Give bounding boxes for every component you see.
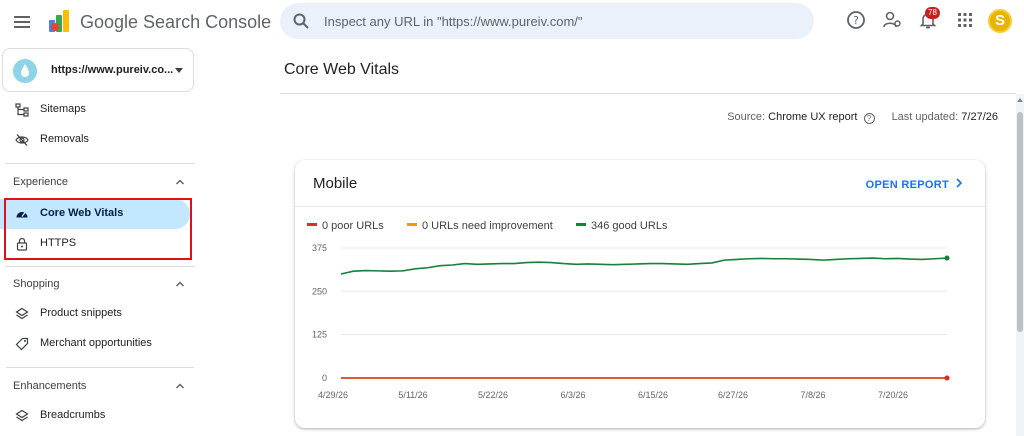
chevron-up-icon xyxy=(175,383,185,389)
x-tick-label: 5/11/26 xyxy=(398,390,427,400)
legend-label: 346 good URLs xyxy=(591,220,668,232)
x-tick-label: 6/3/26 xyxy=(560,390,585,400)
notification-count-badge: 78 xyxy=(925,7,940,19)
scrollbar-thumb[interactable] xyxy=(1017,112,1023,332)
property-favicon-icon xyxy=(13,59,37,83)
title-divider xyxy=(280,93,1016,94)
sidebar-item-label: Breadcrumbs xyxy=(40,409,106,421)
y-tick-label: 250 xyxy=(312,286,327,296)
source-info: Source: Chrome UX report ? Last updated:… xyxy=(727,111,998,124)
legend-label: 0 URLs need improvement xyxy=(422,220,553,232)
updated-label: Last updated: xyxy=(891,111,959,123)
page-title: Core Web Vitals xyxy=(284,61,400,78)
sidebar-divider xyxy=(6,266,194,267)
app-name: Google Search Console xyxy=(80,12,272,32)
updated-value: 7/27/26 xyxy=(961,111,998,123)
poor-swatch xyxy=(307,223,317,226)
chevron-up-icon xyxy=(175,179,185,185)
sidebar-divider xyxy=(6,367,194,368)
y-tick-label: 125 xyxy=(312,330,327,340)
visibility-off-icon xyxy=(15,134,29,146)
layers-icon xyxy=(15,409,29,422)
manage-users-icon[interactable] xyxy=(882,10,902,30)
sidebar-item-removals[interactable]: Removals xyxy=(0,125,190,155)
core-web-vitals-chart: 0 125 250 375 4/29/26 5/11/26 5/22/26 6/3/26 6/1… xyxy=(312,243,950,400)
x-tick-label: 6/27/26 xyxy=(718,390,748,400)
tag-icon xyxy=(15,337,29,351)
chevron-up-icon xyxy=(175,281,185,287)
sidebar-divider xyxy=(6,163,194,164)
good-swatch xyxy=(576,223,586,226)
help-circle-icon[interactable]: ? xyxy=(863,113,875,124)
url-inspect-input[interactable] xyxy=(324,3,794,39)
source-value: Chrome UX report xyxy=(768,111,858,123)
section-title: Experience xyxy=(13,176,69,188)
search-icon[interactable] xyxy=(292,12,310,30)
top-bar: Google Search Console ? 78 S xyxy=(0,0,1024,44)
mobile-report-card: Mobile OPEN REPORT 0 poor URLs 0 URLs ne… xyxy=(295,160,985,428)
property-label: https://www.pureiv.co... xyxy=(51,64,174,76)
main-content: Core Web Vitals Source: Chrome UX report… xyxy=(280,44,1016,436)
sidebar-item-label: Core Web Vitals xyxy=(40,207,124,219)
sidebar-item-merchant-opportunities[interactable]: Merchant opportunities xyxy=(0,329,190,359)
series-endpoint-poor xyxy=(944,375,950,381)
legend-needs-improvement[interactable]: 0 URLs need improvement xyxy=(407,220,553,234)
legend-label: 0 poor URLs xyxy=(322,220,384,232)
sidebar-item-label: Product snippets xyxy=(40,307,122,319)
sidebar-item-sitemaps[interactable]: Sitemaps xyxy=(0,95,190,125)
sidebar-item-product-snippets[interactable]: Product snippets xyxy=(0,299,190,329)
open-report-link[interactable]: OPEN REPORT xyxy=(866,178,963,191)
section-title: Enhancements xyxy=(13,380,87,392)
speed-gauge-icon xyxy=(16,212,28,218)
x-tick-label: 7/20/26 xyxy=(878,390,908,400)
section-experience-header[interactable]: Experience xyxy=(0,170,196,194)
x-tick-label: 6/15/26 xyxy=(638,390,668,400)
sitemap-icon xyxy=(15,103,29,117)
sidebar-item-label: HTTPS xyxy=(40,237,77,249)
series-endpoint-good xyxy=(944,255,950,261)
source-label: Source: xyxy=(727,111,766,123)
needs-improvement-swatch xyxy=(407,223,417,226)
section-shopping-header[interactable]: Shopping xyxy=(0,272,196,296)
search-console-logo-icon xyxy=(49,10,69,32)
section-title: Shopping xyxy=(13,278,60,290)
url-inspect-search[interactable] xyxy=(280,3,814,39)
sidebar-item-label: Merchant opportunities xyxy=(40,337,152,349)
chevron-right-icon xyxy=(956,178,963,188)
svg-text:?: ? xyxy=(853,14,859,27)
highlight-annotation-box xyxy=(4,198,192,260)
y-tick-label: 375 xyxy=(312,243,327,253)
hamburger-menu-icon[interactable] xyxy=(12,12,32,32)
sidebar-item-label: Sitemaps xyxy=(40,103,86,115)
property-selector[interactable]: https://www.pureiv.co... xyxy=(2,48,194,92)
lock-icon xyxy=(16,237,28,251)
x-tick-label: 4/29/26 xyxy=(318,390,348,400)
section-enhancements-header[interactable]: Enhancements xyxy=(0,374,196,398)
account-avatar[interactable]: S xyxy=(988,9,1012,33)
legend-poor[interactable]: 0 poor URLs xyxy=(307,220,384,234)
layers-icon xyxy=(15,307,29,320)
series-line-good xyxy=(340,257,948,275)
legend-good[interactable]: 346 good URLs xyxy=(576,220,667,234)
sidebar-item-label: Removals xyxy=(40,133,89,145)
sidebar-item-breadcrumbs[interactable]: Breadcrumbs xyxy=(0,401,190,431)
dropdown-caret-icon xyxy=(175,68,183,73)
open-report-label: OPEN REPORT xyxy=(865,179,949,191)
sidebar: https://www.pureiv.co... Sitemaps Remova… xyxy=(0,44,200,436)
card-title: Mobile xyxy=(313,175,358,192)
sidebar-item-https[interactable]: HTTPS xyxy=(0,229,190,259)
card-divider xyxy=(295,206,985,207)
x-tick-label: 7/8/26 xyxy=(800,390,825,400)
y-tick-label: 0 xyxy=(322,373,327,383)
help-icon[interactable]: ? xyxy=(846,10,866,30)
sidebar-item-core-web-vitals[interactable]: Core Web Vitals xyxy=(0,199,190,229)
x-tick-label: 5/22/26 xyxy=(478,390,508,400)
apps-grid-icon[interactable] xyxy=(955,10,975,30)
scroll-up-arrow-icon[interactable] xyxy=(1017,98,1023,102)
